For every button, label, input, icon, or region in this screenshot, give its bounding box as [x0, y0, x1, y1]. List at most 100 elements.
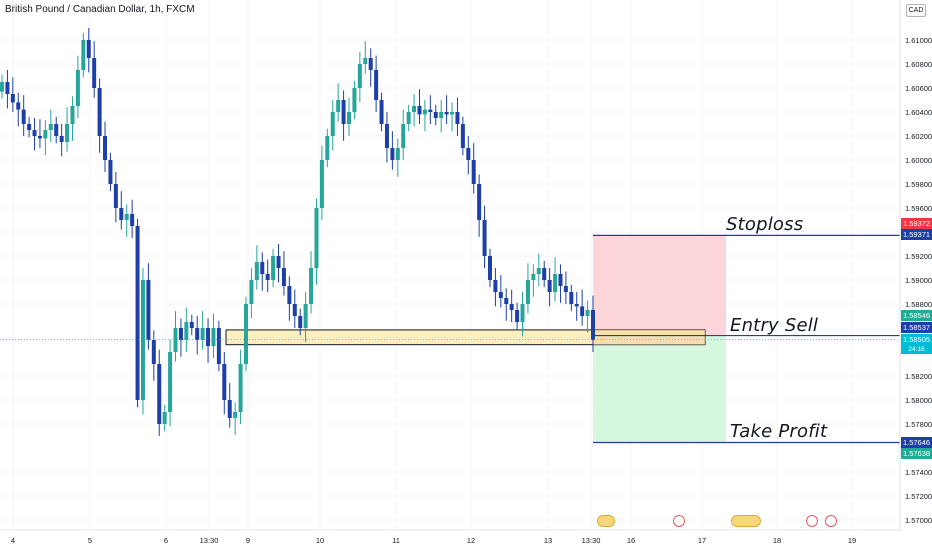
candle: [211, 313, 216, 358]
candle-body: [265, 274, 270, 280]
candle-body: [271, 256, 276, 280]
candle-body: [585, 310, 590, 316]
candle-body: [395, 148, 400, 160]
price-tick-label: 1.59000: [905, 276, 932, 285]
candle: [92, 41, 97, 98]
candle-body: [542, 268, 547, 280]
candle-body: [384, 124, 389, 148]
event-flag-icon[interactable]: [806, 515, 818, 527]
chart-grid: [0, 0, 900, 530]
candle: [271, 248, 276, 288]
candle-body: [146, 280, 151, 340]
profit-zone: [593, 335, 726, 443]
candle-body: [108, 160, 113, 184]
time-tick-label: 13: [544, 536, 552, 545]
price-label-last: 1.58505: [901, 334, 932, 345]
candle: [363, 41, 368, 74]
candle: [206, 318, 211, 363]
candle-body: [281, 268, 286, 286]
candle: [379, 92, 384, 132]
candle-body: [412, 106, 417, 112]
time-tick-label: 18: [773, 536, 781, 545]
candle-body: [124, 214, 129, 220]
candle: [135, 218, 140, 408]
candle-body: [5, 82, 10, 94]
candle-body: [498, 292, 503, 298]
event-flag-icon[interactable]: [673, 515, 685, 527]
candle: [249, 268, 254, 319]
candle: [32, 118, 37, 151]
price-tick-label: 1.57200: [905, 492, 932, 501]
candle: [493, 268, 498, 307]
candle-body: [319, 160, 324, 208]
currency-badge[interactable]: CAD: [906, 4, 926, 17]
candle-body: [509, 304, 514, 310]
candle-body: [444, 112, 449, 115]
candle-body: [574, 304, 579, 307]
event-flag-icon[interactable]: [731, 515, 761, 527]
entry-sell-label: Entry Sell: [730, 315, 819, 336]
time-tick-label: 11: [392, 536, 400, 545]
candle: [222, 352, 227, 415]
candle: [70, 96, 75, 141]
event-flag-icon[interactable]: [597, 515, 615, 527]
candle-body: [536, 268, 541, 274]
candle-body: [553, 274, 558, 292]
candle: [520, 292, 525, 337]
candle-body: [103, 136, 108, 160]
price-axis: 1.61000 1.60800 1.60600 1.60400 1.60200 1.600…: [899, 0, 932, 530]
candle: [466, 136, 471, 175]
event-flag-icon[interactable]: [825, 515, 837, 527]
candle-body: [341, 100, 346, 124]
candle-body: [151, 340, 156, 364]
candle-body: [249, 280, 254, 304]
candle: [336, 83, 341, 122]
candle-body: [168, 352, 173, 412]
time-axis: 4 5 6 13:30 9 10 11 12 13 13:30 16 17 18 19: [0, 529, 900, 545]
time-tick-label: 4: [11, 536, 15, 545]
candle: [54, 116, 59, 144]
price-label-tp-green: 1.57638: [901, 448, 932, 459]
candle: [428, 95, 433, 124]
candle: [309, 251, 314, 314]
candle: [390, 131, 395, 170]
candle: [536, 253, 541, 286]
candle: [444, 95, 449, 124]
candle-body: [547, 280, 552, 292]
candle-body: [59, 136, 64, 142]
candle: [303, 292, 308, 343]
candle: [243, 296, 248, 372]
price-tick-label: 1.58000: [905, 396, 932, 405]
candle: [43, 120, 48, 156]
price-label-entry: 1.58537: [901, 322, 932, 333]
candle: [37, 119, 42, 148]
candle: [368, 48, 373, 87]
candle: [178, 318, 183, 357]
candle-body: [189, 322, 194, 328]
candle-body: [591, 310, 595, 340]
candle: [525, 263, 530, 314]
time-tick-label: 17: [698, 536, 706, 545]
candle-body: [368, 58, 373, 70]
candle: [168, 340, 173, 427]
candle-body: [233, 412, 238, 418]
candle: [59, 124, 64, 157]
price-tick-label: 1.60600: [905, 84, 932, 93]
price-tick-label: 1.59600: [905, 204, 932, 213]
candle-body: [0, 82, 4, 92]
candle: [162, 404, 167, 432]
candle: [65, 107, 70, 152]
candle: [347, 97, 352, 136]
candle-body: [309, 268, 314, 304]
candle-body: [130, 214, 135, 226]
candle: [504, 288, 509, 321]
price-tick-label: 1.59800: [905, 180, 932, 189]
candle: [422, 100, 427, 132]
price-tick-label: 1.61000: [905, 36, 932, 45]
candle-body: [504, 298, 509, 304]
candle: [81, 32, 86, 78]
candle: [439, 100, 444, 133]
candle: [281, 251, 286, 296]
candle-body: [325, 136, 330, 160]
